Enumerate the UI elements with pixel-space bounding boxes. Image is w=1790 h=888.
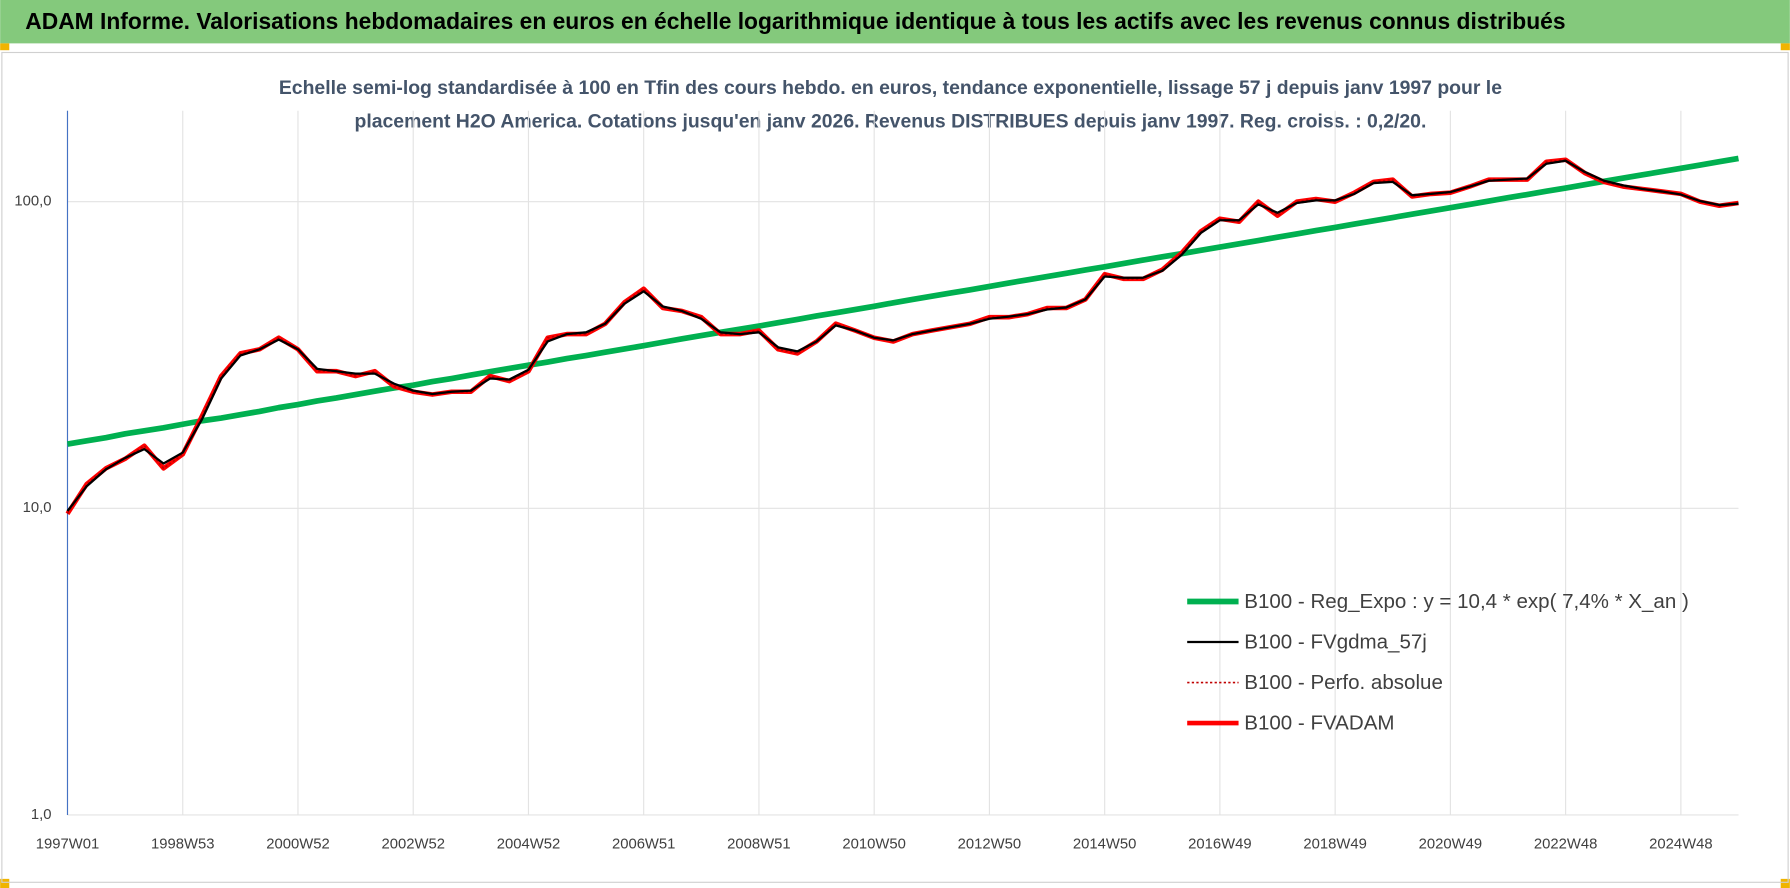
legend-label: B100 - Perfo. absolue: [1244, 671, 1443, 694]
x-tick-label: 2014W50: [1073, 837, 1136, 853]
series-line: [67, 155, 1739, 447]
chart-title: ADAM Informe. Valorisations hebdomadaire…: [25, 8, 1565, 34]
header-bar: [0, 0, 1790, 44]
x-tick-label: 2004W52: [497, 837, 560, 853]
y-tick-label: 100,0: [14, 194, 51, 210]
series-line: [66, 159, 1739, 512]
corner-mark: [0, 878, 10, 888]
corner-mark: [1780, 43, 1790, 51]
x-tick-label: 2008W51: [727, 837, 790, 853]
x-tick-label: 2020W49: [1419, 837, 1482, 853]
corner-mark: [1780, 878, 1790, 888]
x-tick-label: 2012W50: [958, 837, 1021, 853]
x-tick-label: 2018W49: [1303, 837, 1366, 853]
x-tick-label: 2000W52: [266, 837, 329, 853]
x-tick-label: 2010W50: [842, 837, 905, 853]
legend-label: B100 - FVADAM: [1244, 712, 1394, 735]
chart-border: [1, 51, 1789, 883]
x-tick-label: 2024W48: [1649, 837, 1712, 853]
x-tick-label: 1997W01: [36, 837, 99, 853]
chart-subtitle: placement H2O America. Cotations jusqu'e…: [355, 110, 1427, 132]
x-tick-label: 2002W52: [381, 837, 444, 853]
chart-subtitle: Echelle semi-log standardisée à 100 en T…: [279, 77, 1502, 99]
x-tick-label: 1998W53: [151, 837, 214, 853]
legend-label: B100 - Reg_Expo : y = 10,4 * exp( 7,4% *…: [1244, 590, 1689, 613]
y-tick-label: 1,0: [31, 807, 52, 823]
x-tick-label: 2022W48: [1534, 837, 1597, 853]
y-tick-label: 10,0: [23, 500, 52, 516]
x-tick-label: 2016W49: [1188, 837, 1251, 853]
legend-label: B100 - FVgdma_57j: [1244, 631, 1427, 654]
x-tick-label: 2006W51: [612, 837, 675, 853]
corner-mark: [0, 43, 10, 51]
